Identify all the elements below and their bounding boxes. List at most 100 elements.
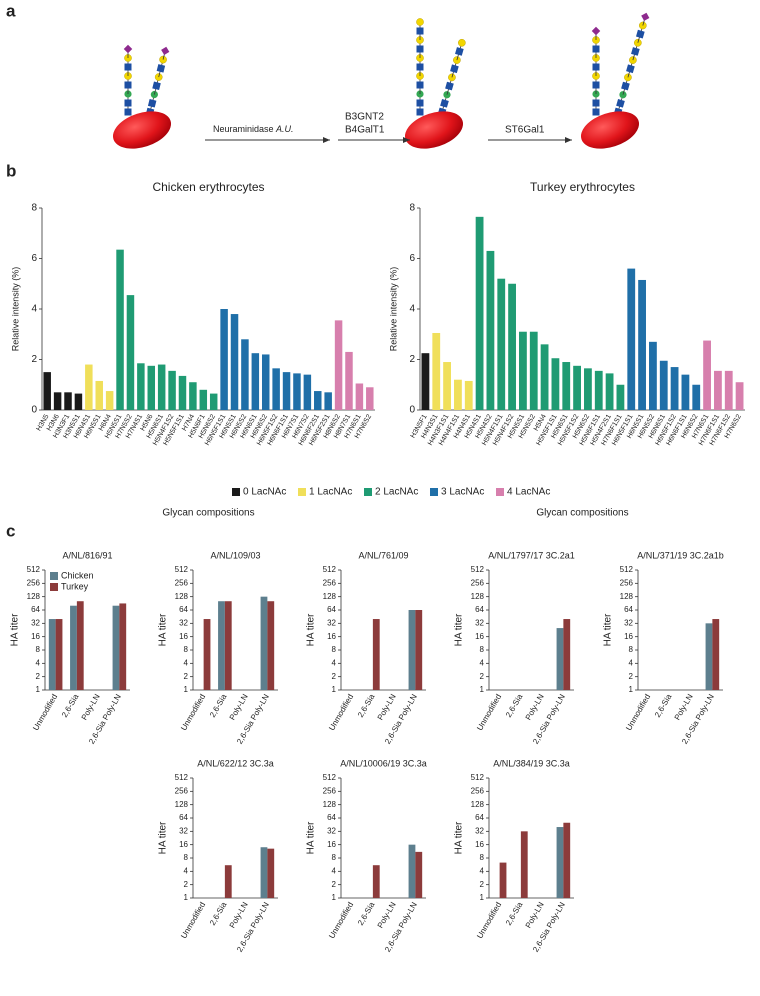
chart-title: A/NL/371/19 3C.2a1b bbox=[637, 550, 724, 560]
y-tick-label: 128 bbox=[323, 592, 337, 601]
x-tick-label: Unmodified bbox=[179, 901, 207, 941]
step-label: B3GNT2 bbox=[345, 112, 384, 123]
bar bbox=[105, 391, 114, 410]
y-tick-label: 128 bbox=[471, 800, 485, 809]
y-tick-label: 4 bbox=[36, 658, 41, 667]
bar bbox=[703, 340, 711, 410]
chart-title: A/NL/1797/17 3C.2a1 bbox=[488, 550, 575, 560]
y-tick-label: 256 bbox=[323, 786, 337, 795]
bar bbox=[48, 619, 56, 690]
y-axis-label: HA titer bbox=[158, 821, 169, 854]
y-tick-label: 6 bbox=[409, 253, 415, 264]
panel-label: b bbox=[6, 161, 16, 180]
y-tick-label: 64 bbox=[475, 813, 484, 822]
y-tick-label: 2 bbox=[184, 672, 189, 681]
y-tick-label: 32 bbox=[624, 618, 633, 627]
x-tick-label: Poly-LN bbox=[524, 692, 546, 721]
chart-title: A/NL/384/19 3C.3a bbox=[493, 758, 570, 768]
y-axis-label: HA titer bbox=[306, 613, 317, 646]
y-axis-label: HA titer bbox=[603, 613, 614, 646]
legend-swatch bbox=[496, 488, 504, 496]
bar bbox=[224, 601, 232, 690]
bar bbox=[499, 862, 507, 898]
cell-1 bbox=[112, 45, 172, 149]
y-tick-label: 16 bbox=[179, 840, 188, 849]
bar bbox=[670, 367, 679, 410]
x-tick-label: Poly-LN bbox=[376, 692, 398, 721]
x-tick-label: Unmodified bbox=[31, 693, 59, 733]
chart-title: A/NL/816/91 bbox=[62, 550, 112, 560]
x-tick-label: Unmodified bbox=[475, 901, 503, 941]
bar bbox=[345, 351, 353, 410]
x-tick-label: 2,6-Sia bbox=[60, 692, 81, 719]
x-tick-label: 2,6-Sia bbox=[208, 692, 229, 719]
y-tick-label: 16 bbox=[475, 632, 484, 641]
legend-swatch bbox=[50, 572, 58, 580]
y-tick-label: 1 bbox=[184, 893, 189, 902]
y-axis-label: Relative intensity (%) bbox=[388, 267, 398, 352]
bar bbox=[119, 603, 127, 690]
bar bbox=[355, 383, 364, 410]
y-tick-label: 256 bbox=[27, 578, 41, 587]
bar bbox=[74, 393, 83, 410]
y-tick-label: 8 bbox=[629, 645, 634, 654]
bar bbox=[260, 847, 268, 898]
x-tick-label: Poly-LN bbox=[673, 692, 695, 721]
x-tick-label: Unmodified bbox=[179, 693, 207, 733]
y-tick-label: 4 bbox=[31, 304, 37, 315]
y-tick-label: 2 bbox=[332, 880, 337, 889]
bar bbox=[178, 375, 187, 410]
bar bbox=[168, 370, 176, 410]
y-axis-label: HA titer bbox=[158, 613, 169, 646]
y-tick-label: 2 bbox=[31, 354, 37, 365]
y-tick-label: 8 bbox=[332, 853, 337, 862]
step-label: Neuraminidase A.U. bbox=[213, 124, 294, 134]
bar bbox=[724, 370, 733, 410]
y-axis-label: HA titer bbox=[306, 821, 317, 854]
y-tick-label: 4 bbox=[332, 866, 337, 875]
x-tick-label: Unmodified bbox=[624, 693, 652, 733]
bar bbox=[556, 827, 564, 898]
bar bbox=[157, 364, 166, 410]
y-tick-label: 2 bbox=[409, 354, 415, 365]
y-tick-label: 0 bbox=[409, 405, 415, 416]
y-tick-label: 8 bbox=[480, 853, 485, 862]
bar bbox=[486, 250, 495, 410]
step-label: B4GalT1 bbox=[345, 125, 385, 136]
x-tick-label: 2,6-Sia bbox=[504, 900, 525, 927]
y-tick-label: 4 bbox=[480, 658, 485, 667]
chart-title: Turkey erythrocytes bbox=[530, 180, 635, 194]
legend-swatch bbox=[50, 583, 58, 591]
bar bbox=[126, 295, 135, 410]
legend-swatch bbox=[298, 488, 306, 496]
legend-swatch bbox=[430, 488, 438, 496]
bar bbox=[147, 365, 156, 410]
step-label: ST6Gal1 bbox=[505, 125, 545, 136]
bar bbox=[681, 374, 690, 410]
step-text: Neuraminidase bbox=[213, 124, 274, 134]
legend-swatch bbox=[232, 488, 240, 496]
y-axis-label: HA titer bbox=[454, 613, 465, 646]
bar bbox=[76, 601, 84, 690]
y-tick-label: 16 bbox=[179, 632, 188, 641]
y-tick-label: 32 bbox=[179, 826, 188, 835]
y-tick-label: 4 bbox=[184, 658, 189, 667]
bar bbox=[454, 379, 462, 410]
y-tick-label: 2 bbox=[629, 672, 634, 681]
y-tick-label: 512 bbox=[27, 565, 41, 574]
bar bbox=[408, 844, 416, 898]
x-tick-label: Unmodified bbox=[475, 693, 503, 733]
bar bbox=[421, 353, 430, 410]
x-tick-label: Unmodified bbox=[327, 901, 355, 941]
bar bbox=[116, 249, 124, 410]
x-tick-label: Poly-LN bbox=[228, 692, 250, 721]
y-tick-label: 2 bbox=[184, 880, 189, 889]
y-tick-label: 16 bbox=[327, 632, 336, 641]
bar bbox=[520, 831, 528, 898]
y-tick-label: 512 bbox=[323, 565, 337, 574]
y-tick-label: 128 bbox=[27, 592, 41, 601]
bar bbox=[241, 339, 249, 410]
bar bbox=[508, 283, 516, 410]
y-tick-label: 64 bbox=[31, 605, 40, 614]
bar bbox=[475, 216, 484, 410]
